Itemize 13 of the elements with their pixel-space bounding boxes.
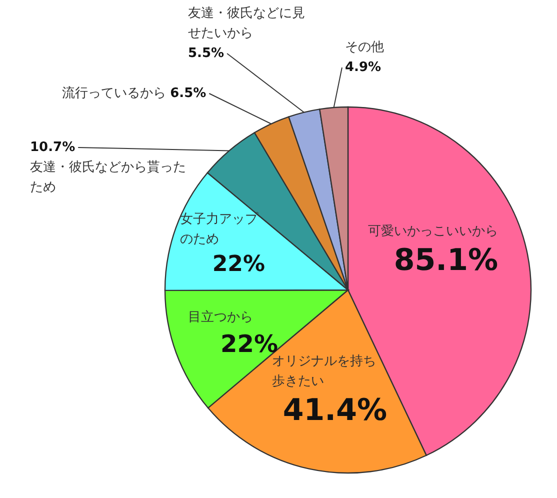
data-label: 10.7% [30, 140, 76, 155]
data-label: 5.5% [188, 46, 224, 61]
slice-label: その他 [345, 40, 384, 55]
slice-label: 友達・彼氏などに見せたいから [188, 6, 305, 41]
data-label: 41.4% [282, 392, 387, 430]
data-label: 22% [211, 251, 265, 279]
slice-label: 目立つから [188, 310, 253, 325]
slice-label: 流行っているから [62, 86, 166, 101]
slice-label: 友達・彼氏などから貰ったため [30, 160, 186, 195]
data-label: 4.9% [345, 60, 382, 75]
data-label: 85.1% [392, 242, 498, 280]
data-label: 6.5% [170, 86, 206, 101]
slice-label: 可愛いかっこいいから [368, 224, 498, 239]
